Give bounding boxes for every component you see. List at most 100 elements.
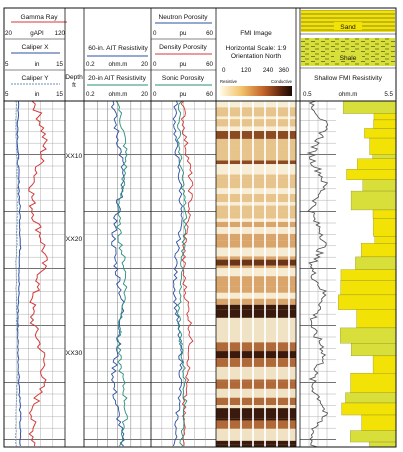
fmi-header: FMI Image Horizontal Scale: 1:9 Orientat… <box>220 30 293 96</box>
shale-interval <box>372 154 397 159</box>
ait-60-curve <box>110 100 125 447</box>
gamma-ray-curve <box>28 100 48 447</box>
shale-interval <box>350 430 397 443</box>
fmi-band <box>216 202 296 206</box>
fmi-band <box>216 322 296 333</box>
neutron-curve <box>172 100 184 447</box>
shale-interval <box>342 100 397 114</box>
depth-mark-3: XX30 <box>66 350 83 357</box>
fmi-band <box>216 304 296 310</box>
shale-legend-swatch <box>301 38 395 66</box>
fmi-band <box>216 332 296 343</box>
fmi-pad-gap <box>264 101 266 447</box>
track3-header: Neutron Porosity 0 pu 60 Density Porosit… <box>151 14 216 98</box>
fmi-tick-0: 0 <box>222 67 226 74</box>
caliper-y-max: 15 <box>56 91 63 98</box>
sand-interval <box>340 269 397 281</box>
depth-header-label: Depth <box>65 74 83 81</box>
fmi-band <box>216 276 296 287</box>
caliper-y-unit: in <box>35 91 40 98</box>
depth-header: Depth ft <box>65 74 83 89</box>
fmi-band <box>216 205 296 212</box>
caliper-x-max: 15 <box>56 61 63 68</box>
shale-interval <box>369 441 397 448</box>
fmi-band <box>216 375 296 380</box>
fmi-tick-360: 360 <box>279 67 290 74</box>
fmi-band <box>216 145 296 154</box>
sand-interval <box>361 243 397 258</box>
fmi-band <box>216 221 296 228</box>
fmi-band <box>216 379 296 382</box>
sand-legend-swatch <box>301 10 395 32</box>
fmi-resistivity-label: Shallow FMI Resistivity <box>314 75 382 82</box>
fmi-band <box>216 227 296 230</box>
fmi-band <box>216 388 296 392</box>
fmi-band <box>216 211 296 219</box>
caliper-x-unit: in <box>35 61 40 68</box>
curve-layer <box>15 100 329 448</box>
fmi-band <box>216 358 296 364</box>
fmi-image <box>216 101 296 447</box>
fmi-band <box>216 107 296 111</box>
fmi-conductive-label: Conductive <box>271 79 293 84</box>
caliper-x-min: 5 <box>5 61 9 68</box>
sonic-label: Sonic Porosity <box>162 75 205 82</box>
fmi-scale: Horizontal Scale: 1:9 <box>226 45 287 52</box>
fmi-band <box>216 174 296 178</box>
depth-mark-2: XX20 <box>66 236 83 243</box>
fmi-band <box>216 420 296 429</box>
ait-60-max: 20 <box>141 61 148 68</box>
depth-mark-1: XX10 <box>66 153 83 160</box>
fmi-resistivity-curve <box>306 100 329 448</box>
track2-header: 60-in. AIT Resistivity 0.2 ohm.m 20 20-i… <box>84 45 151 98</box>
neutron-label: Neutron Porosity <box>158 14 208 21</box>
fmi-band <box>216 131 296 139</box>
shale-interval <box>351 343 397 357</box>
fmi-band <box>216 164 296 175</box>
lithology-track <box>336 100 397 448</box>
gamma-ray-max: 120 <box>55 30 66 37</box>
fmi-band <box>216 342 296 352</box>
sand-interval <box>340 280 397 296</box>
sand-interval <box>374 236 397 244</box>
depth-marks: XX10 XX20 XX30 <box>66 153 83 357</box>
sand-interval <box>372 209 397 219</box>
caliper-y-min: 5 <box>5 91 9 98</box>
fmi-resistivity-max: 5.5 <box>384 91 393 98</box>
fmi-band <box>216 229 296 234</box>
fmi-band <box>216 309 296 318</box>
track5-header: Sand Shale Shallow FMI Resistivity 0.5 o… <box>301 10 395 98</box>
sand-interval <box>373 113 397 121</box>
fmi-band <box>216 116 296 120</box>
fmi-band <box>216 397 296 406</box>
fmi-resistive-label: Resistive <box>220 79 238 84</box>
sonic-curve <box>176 100 188 447</box>
fmi-title: FMI Image <box>240 30 272 37</box>
fmi-band <box>216 381 296 389</box>
fmi-band <box>216 256 296 260</box>
fmi-pad-gap <box>240 101 242 447</box>
neutron-unit: pu <box>180 30 187 37</box>
header: Gamma Ray 20 gAPI 120 Caliper X 5 in 15 … <box>5 10 395 98</box>
shale-interval <box>340 327 397 344</box>
fmi-band <box>216 286 296 293</box>
sonic-unit: pu <box>180 91 187 98</box>
sand-interval <box>338 294 397 310</box>
shale-legend-label: Shale <box>340 55 357 62</box>
shale-interval <box>362 179 397 192</box>
density-unit: pu <box>180 61 187 68</box>
fmi-band <box>216 363 296 367</box>
fmi-tick-240: 240 <box>263 67 274 74</box>
sonic-min: 0 <box>153 91 157 98</box>
ait-20-min: 0.2 <box>86 91 95 98</box>
fmi-band <box>216 440 296 445</box>
sand-interval <box>369 137 397 155</box>
gamma-ray-label: Gamma Ray <box>20 14 58 21</box>
shale-interval <box>350 190 397 211</box>
log-body: XX10 XX20 XX30 <box>4 100 397 448</box>
sand-interval <box>346 169 397 180</box>
caliper-y-curve <box>15 100 19 447</box>
fmi-pad-gap <box>276 101 278 447</box>
caliper-y-label: Caliper Y <box>22 75 50 82</box>
fmi-band <box>216 259 296 266</box>
